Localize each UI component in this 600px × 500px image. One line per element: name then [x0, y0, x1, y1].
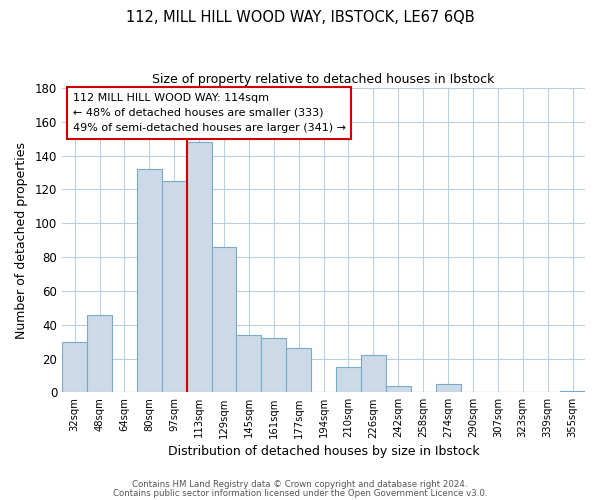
Bar — [286, 348, 311, 393]
Bar — [262, 338, 286, 392]
Title: Size of property relative to detached houses in Ibstock: Size of property relative to detached ho… — [152, 72, 495, 86]
Bar — [386, 386, 411, 392]
Bar — [560, 390, 585, 392]
Text: Contains public sector information licensed under the Open Government Licence v3: Contains public sector information licen… — [113, 488, 487, 498]
Bar — [62, 342, 87, 392]
Bar — [336, 367, 361, 392]
X-axis label: Distribution of detached houses by size in Ibstock: Distribution of detached houses by size … — [168, 444, 479, 458]
Text: 112, MILL HILL WOOD WAY, IBSTOCK, LE67 6QB: 112, MILL HILL WOOD WAY, IBSTOCK, LE67 6… — [125, 10, 475, 25]
Bar — [187, 142, 212, 393]
Bar — [137, 169, 162, 392]
Bar — [236, 335, 262, 392]
Text: Contains HM Land Registry data © Crown copyright and database right 2024.: Contains HM Land Registry data © Crown c… — [132, 480, 468, 489]
Text: 112 MILL HILL WOOD WAY: 114sqm
← 48% of detached houses are smaller (333)
49% of: 112 MILL HILL WOOD WAY: 114sqm ← 48% of … — [73, 92, 346, 133]
Bar — [162, 181, 187, 392]
Bar — [436, 384, 461, 392]
Bar — [212, 247, 236, 392]
Y-axis label: Number of detached properties: Number of detached properties — [15, 142, 28, 338]
Bar — [87, 314, 112, 392]
Bar — [361, 355, 386, 393]
